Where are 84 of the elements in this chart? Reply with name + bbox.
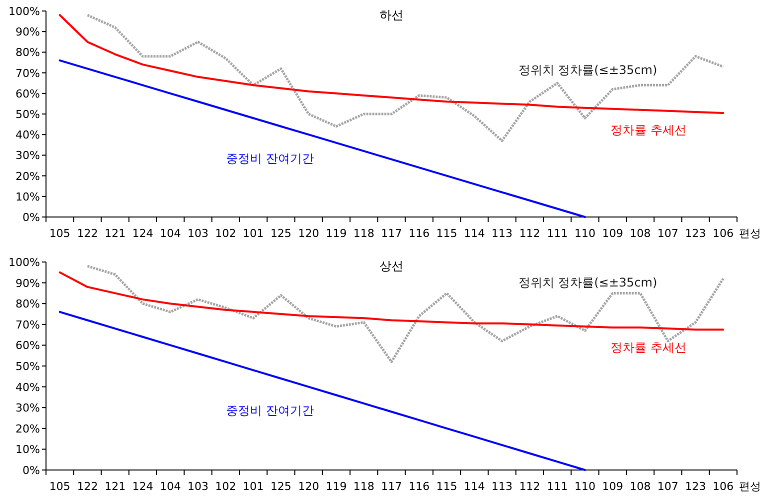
x-tick-label: 121 bbox=[104, 227, 126, 240]
y-tick-label: 80% bbox=[16, 46, 40, 60]
x-tick-label: 116 bbox=[408, 480, 430, 493]
y-tick-label: 60% bbox=[16, 339, 40, 352]
y-tick-label: 90% bbox=[16, 26, 40, 39]
x-tick-label: 104 bbox=[160, 480, 181, 493]
x-tick-label: 111 bbox=[546, 227, 568, 240]
x-tick-label: 104 bbox=[160, 227, 181, 240]
x-tick-label: 117 bbox=[381, 227, 402, 240]
x-tick-label: 108 bbox=[630, 480, 651, 493]
y-tick-label: 50% bbox=[16, 360, 40, 373]
y-tick-label: 30% bbox=[16, 149, 40, 162]
x-tick-label: 110 bbox=[574, 480, 596, 493]
x-tick-label: 115 bbox=[436, 480, 458, 493]
y-tick-label: 70% bbox=[16, 318, 40, 332]
y-tick-label: 20% bbox=[16, 170, 40, 183]
x-tick-label: 124 bbox=[132, 227, 154, 240]
x-tick-label: 107 bbox=[657, 480, 678, 493]
x-tick-label: 110 bbox=[574, 227, 596, 240]
y-tick-label: 40% bbox=[16, 380, 40, 394]
y-tick-label: 50% bbox=[16, 108, 40, 121]
x-tick-label: 109 bbox=[602, 480, 624, 493]
x-tick-label: 108 bbox=[630, 227, 651, 240]
x-tick-label: 123 bbox=[685, 480, 706, 493]
x-tick-label: 112 bbox=[519, 227, 540, 240]
series-label: 정차률 추세선 bbox=[610, 340, 686, 355]
x-tick-label: 113 bbox=[492, 227, 513, 240]
y-tick-label: 0% bbox=[22, 211, 40, 224]
x-tick-label: 123 bbox=[685, 227, 706, 240]
x-tick-label: 103 bbox=[188, 480, 209, 493]
x-tick-label: 105 bbox=[49, 480, 70, 493]
y-tick-label: 80% bbox=[16, 298, 40, 311]
x-tick-label: 105 bbox=[49, 227, 70, 240]
x-tick-label: 117 bbox=[381, 480, 402, 493]
y-tick-label: 90% bbox=[16, 276, 40, 290]
x-tick-label: 118 bbox=[353, 480, 374, 493]
y-tick-label: 60% bbox=[16, 87, 40, 100]
series-label: 정차률 추세선 bbox=[610, 122, 686, 137]
x-tick-label: 119 bbox=[326, 227, 347, 240]
x-tick-label: 102 bbox=[215, 227, 236, 240]
x-tick-label: 122 bbox=[76, 480, 98, 493]
x-tick-label: 124 bbox=[132, 480, 154, 493]
line-series bbox=[58, 271, 724, 331]
x-tick-label: 114 bbox=[464, 480, 485, 493]
series-label: 정위치 정차률(≤±35cm) bbox=[518, 63, 658, 78]
x-tick-label: 125 bbox=[270, 480, 292, 493]
line-series bbox=[58, 310, 586, 471]
x-tick-label: 102 bbox=[215, 480, 236, 493]
x-tick-label: 113 bbox=[492, 480, 513, 493]
y-tick-label: 100% bbox=[8, 256, 40, 269]
x-tick-label: 118 bbox=[353, 227, 374, 240]
x-tick-label: 120 bbox=[298, 227, 320, 240]
x-tick-label: 101 bbox=[242, 480, 264, 493]
x-tick-label: 116 bbox=[408, 227, 430, 240]
series-label: 중정비 잔여기간 bbox=[226, 151, 314, 166]
series-label: 정위치 정차률(≤±35cm) bbox=[518, 276, 658, 290]
x-tick-label: 112 bbox=[519, 480, 540, 493]
y-tick-label: 10% bbox=[16, 190, 40, 204]
x-tick-label: 103 bbox=[188, 227, 209, 240]
x-tick-label: 125 bbox=[270, 227, 292, 240]
x-axis-title: 편성 bbox=[739, 480, 761, 493]
x-axis-title: 편성 bbox=[739, 227, 761, 240]
x-tick-label: 106 bbox=[712, 480, 734, 493]
x-tick-label: 120 bbox=[298, 480, 320, 493]
y-tick-label: 70% bbox=[16, 66, 40, 80]
y-tick-label: 20% bbox=[16, 422, 40, 436]
x-tick-label: 121 bbox=[104, 480, 126, 493]
x-tick-label: 114 bbox=[464, 227, 485, 240]
y-tick-label: 10% bbox=[16, 443, 40, 456]
y-tick-label: 30% bbox=[16, 402, 40, 415]
x-tick-label: 107 bbox=[657, 227, 678, 240]
x-tick-label: 115 bbox=[436, 227, 458, 240]
x-tick-label: 109 bbox=[602, 227, 624, 240]
y-tick-label: 100% bbox=[8, 5, 40, 18]
x-tick-label: 106 bbox=[712, 227, 734, 240]
series-label: 중정비 잔여기간 bbox=[226, 403, 314, 418]
y-tick-label: 40% bbox=[16, 128, 40, 142]
x-tick-label: 111 bbox=[546, 480, 568, 493]
x-tick-label: 101 bbox=[242, 227, 264, 240]
chart-title: 상선 bbox=[380, 259, 404, 273]
x-tick-label: 122 bbox=[76, 227, 98, 240]
x-tick-label: 119 bbox=[326, 480, 347, 493]
chart-title: 하선 bbox=[380, 8, 404, 22]
y-tick-label: 0% bbox=[22, 464, 40, 477]
